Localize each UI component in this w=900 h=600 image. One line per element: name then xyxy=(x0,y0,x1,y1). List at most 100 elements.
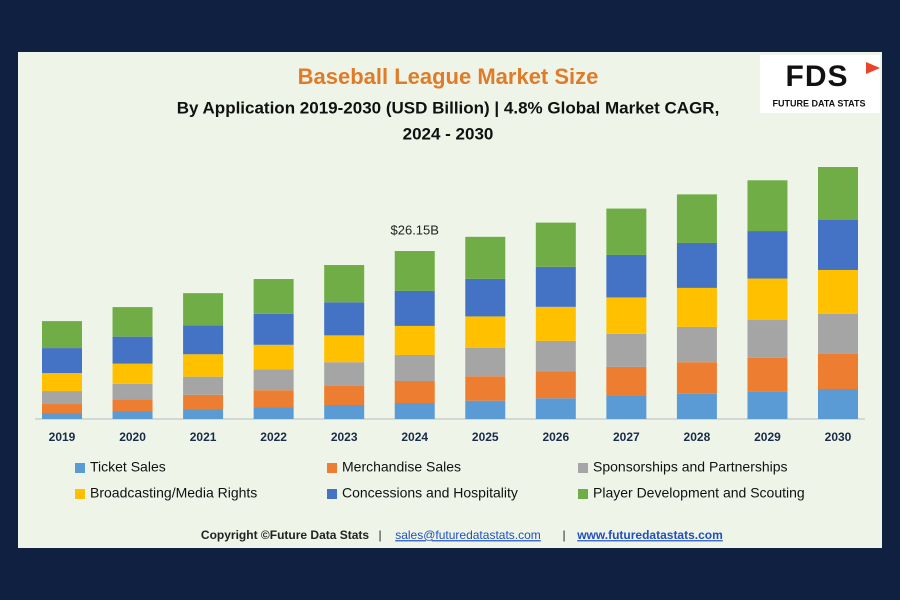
footer-email: sales@futuredatastats.com xyxy=(395,528,541,542)
chart-title: Baseball League Market Size xyxy=(298,64,599,89)
bar-segment xyxy=(535,340,576,372)
bar-segment xyxy=(606,297,647,334)
legend-label: Merchandise Sales xyxy=(342,459,461,475)
annotation: $26.15B xyxy=(391,222,439,237)
bar-segment xyxy=(606,396,647,419)
bar-segment xyxy=(394,380,435,404)
bar-segment xyxy=(324,335,365,363)
bar-segment xyxy=(42,321,82,349)
bar-segment xyxy=(42,373,82,392)
x-tick-label: 2021 xyxy=(190,430,217,444)
bar-segment xyxy=(606,366,647,397)
chart-subtitle: 2024 - 2030 xyxy=(403,124,494,143)
bar-segment xyxy=(42,413,82,419)
legend-label: Concessions and Hospitality xyxy=(342,485,518,501)
x-tick-label: 2023 xyxy=(331,430,358,444)
legend-swatch xyxy=(75,489,85,499)
bar-segment xyxy=(253,344,294,370)
bar-segment xyxy=(818,353,858,390)
bar-segment xyxy=(183,376,224,395)
bar-segment xyxy=(42,391,82,405)
bar-segment xyxy=(394,251,435,291)
bar-segment xyxy=(535,222,576,267)
bar-segment xyxy=(676,326,717,363)
legend-swatch xyxy=(75,463,85,473)
bar-segment xyxy=(112,399,153,412)
bar-segment xyxy=(253,390,294,408)
legend-swatch xyxy=(327,463,337,473)
bar-segment xyxy=(818,389,858,419)
bar-segment xyxy=(183,325,224,355)
logo-box xyxy=(760,55,880,113)
legend-label: Broadcasting/Media Rights xyxy=(90,485,257,501)
bar-segment xyxy=(535,266,576,307)
x-tick-label: 2030 xyxy=(825,430,852,444)
legend-swatch xyxy=(578,463,588,473)
bar-segment xyxy=(606,333,647,367)
logo-mark: FDS xyxy=(786,60,849,93)
bar-segment xyxy=(465,278,506,317)
bar-segment xyxy=(112,411,153,419)
footer-copyright: Copyright ©Future Data Stats xyxy=(201,528,370,542)
footer-separator: | xyxy=(562,528,565,542)
bar-segment xyxy=(253,407,294,419)
bar-segment xyxy=(42,348,82,374)
x-tick-label: 2028 xyxy=(684,430,711,444)
bar-segment xyxy=(676,242,717,288)
bar-segment xyxy=(676,194,717,243)
bar-segment xyxy=(112,383,153,400)
bar-segment xyxy=(324,302,365,336)
logo-text: FUTURE DATA STATS xyxy=(773,98,866,108)
bar-segment xyxy=(818,167,858,220)
bar-segment xyxy=(535,306,576,341)
bar-segment xyxy=(183,293,224,326)
bar-segment xyxy=(112,363,153,384)
x-tick-label: 2029 xyxy=(754,430,781,444)
bar-segment xyxy=(676,362,717,394)
footer-separator: | xyxy=(378,528,381,542)
panel xyxy=(18,52,882,548)
x-tick-label: 2024 xyxy=(401,430,428,444)
bar-segment xyxy=(606,208,647,255)
bar-segment xyxy=(112,307,153,337)
bar-segment xyxy=(183,394,224,410)
bar-segment xyxy=(818,269,858,314)
legend-label: Player Development and Scouting xyxy=(593,485,805,501)
legend-swatch xyxy=(327,489,337,499)
bar-segment xyxy=(818,219,858,270)
bar-segment xyxy=(535,398,576,419)
bar-segment xyxy=(253,369,294,391)
bar-segment xyxy=(747,278,788,321)
bar-segment xyxy=(253,313,294,345)
bar-segment xyxy=(747,391,788,419)
legend-label: Sponsorships and Partnerships xyxy=(593,459,788,475)
bar-segment xyxy=(394,325,435,355)
bar-segment xyxy=(747,231,788,279)
bar-segment xyxy=(535,371,576,399)
x-tick-label: 2025 xyxy=(472,430,499,444)
bar-segment xyxy=(324,362,365,386)
bar-segment xyxy=(394,354,435,381)
x-tick-label: 2026 xyxy=(542,430,569,444)
bar-segment xyxy=(465,376,506,401)
bar-segment xyxy=(465,347,506,377)
x-tick-label: 2020 xyxy=(119,430,146,444)
bar-segment xyxy=(394,403,435,419)
bar-segment xyxy=(747,180,788,232)
bar-segment xyxy=(606,254,647,298)
bar-segment xyxy=(112,336,153,364)
bar-segment xyxy=(324,404,365,419)
bar-segment xyxy=(324,265,365,303)
logo-arrow xyxy=(866,62,880,74)
legend-label: Ticket Sales xyxy=(90,459,166,475)
x-tick-label: 2019 xyxy=(49,430,76,444)
bar-segment xyxy=(465,400,506,419)
bar-segment xyxy=(465,236,506,279)
bar-segment xyxy=(676,393,717,419)
bar-segment xyxy=(183,409,224,419)
bar-segment xyxy=(818,313,858,354)
legend-swatch xyxy=(578,489,588,499)
bar-segment xyxy=(676,287,717,327)
